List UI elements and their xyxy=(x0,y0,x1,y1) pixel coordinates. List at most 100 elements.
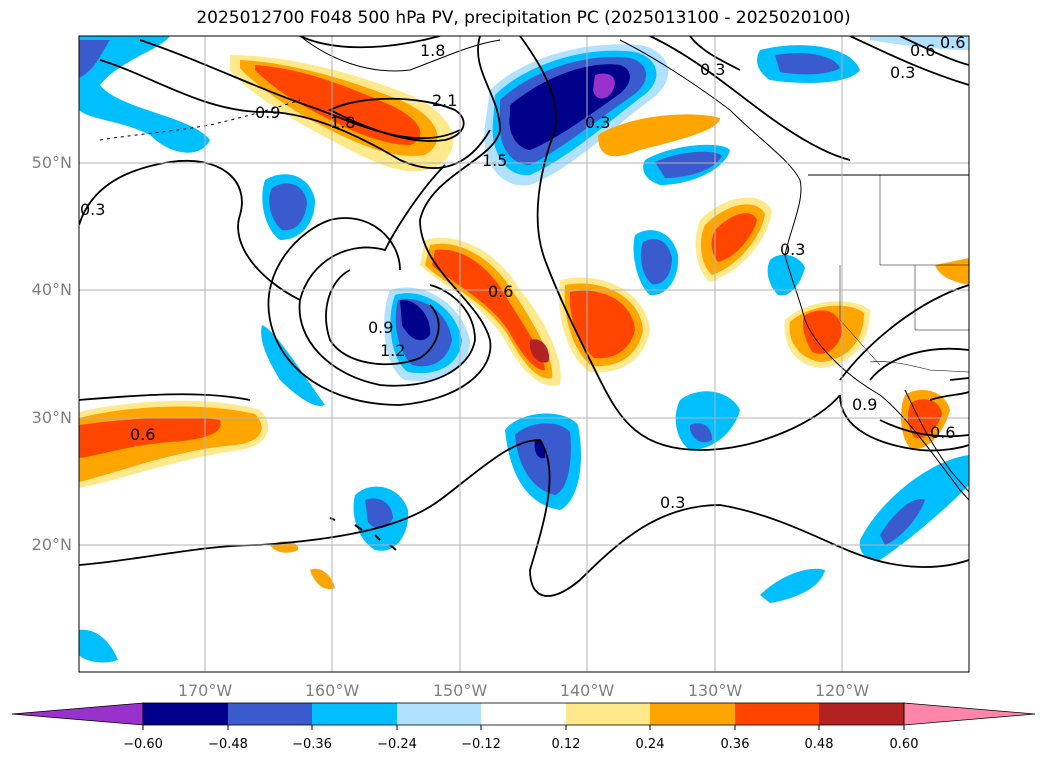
colorbar-bin xyxy=(228,703,312,725)
contour-0.6-se xyxy=(869,347,969,438)
shading-positive-i-2 xyxy=(907,399,942,439)
colorbar-extend-high xyxy=(903,702,1036,726)
contour-0.6-east xyxy=(519,36,841,451)
colorbar-tick-label: −0.60 xyxy=(123,737,163,752)
colorbar-tick-label: −0.48 xyxy=(208,737,248,752)
lat-label-40n: 40°N xyxy=(31,280,72,299)
shading-negative-central-4 xyxy=(400,299,431,341)
coastline-nw-america xyxy=(619,39,969,501)
lat-label-30n: 30°N xyxy=(31,408,72,427)
shading-negative-f-2 xyxy=(690,423,712,443)
contour-0.3-mid xyxy=(649,36,851,161)
contour-0.3-south xyxy=(79,439,969,597)
colorbar-bin xyxy=(481,703,566,725)
colorbar-tick-label: 0.36 xyxy=(720,737,750,752)
lon-label-120w: 120°W xyxy=(814,681,870,700)
colorbar-bin xyxy=(143,703,228,725)
contour-label: 0.6 xyxy=(910,41,935,60)
lat-label-50n: 50°N xyxy=(31,153,72,172)
map-frame xyxy=(78,35,970,673)
contour-label: 1.5 xyxy=(482,151,507,170)
lon-label-160w: 160°W xyxy=(304,681,360,700)
shading-positive-centre-4 xyxy=(529,339,550,363)
state-border-2 xyxy=(914,265,969,331)
shading-negative-topright-3 xyxy=(870,36,969,50)
contour-0.3-se xyxy=(929,377,969,401)
colorbar-tick-label: −0.24 xyxy=(377,737,417,752)
shading-negative-k xyxy=(79,629,118,663)
contour-big-trough-2 xyxy=(298,164,476,387)
border-us-mexico xyxy=(869,361,969,373)
contour-label: 0.6 xyxy=(930,423,955,442)
shading-positive-h-3 xyxy=(802,310,842,354)
shading-negative-j xyxy=(760,568,825,603)
contour-label: 0.9 xyxy=(852,395,877,414)
contour-1.8-b xyxy=(299,36,441,49)
gridlines xyxy=(79,36,969,672)
contour-label: 0.3 xyxy=(780,240,805,259)
shading-negative-topleft-2 xyxy=(79,40,110,78)
coastline-alaska xyxy=(299,36,501,72)
contour-0.3-ne xyxy=(849,36,969,86)
shading-negative-a-2 xyxy=(269,183,307,231)
contour-2.1 xyxy=(327,97,465,142)
lon-label-150w: 150°W xyxy=(432,681,488,700)
shading-positive-k-3 xyxy=(79,417,221,458)
lon-label-170w: 170°W xyxy=(177,681,233,700)
contour-1.8-a xyxy=(139,39,461,140)
contour-label: 0.9 xyxy=(255,103,280,122)
contour-label: 2.1 xyxy=(432,91,457,110)
shading-negative-topright-2 xyxy=(775,53,840,75)
colorbar-extend-low xyxy=(11,702,144,726)
colorbar-outline xyxy=(142,702,905,726)
colorbar-tick-label: 0.48 xyxy=(804,737,834,752)
shading-negative-f xyxy=(675,391,740,450)
colorbar-tick-label: 0.12 xyxy=(551,737,581,752)
colorbar-bin xyxy=(312,703,397,725)
contour-label: 0.9 xyxy=(368,318,393,337)
shading-positive-m xyxy=(310,568,335,590)
contour-big-trough-1 xyxy=(267,36,501,406)
lon-label-130w: 130°W xyxy=(687,681,743,700)
contour-0.3-west xyxy=(79,160,301,301)
contour-label: 0.3 xyxy=(585,113,610,132)
colorbar xyxy=(11,702,1036,730)
colorbar-tick-label: 0.60 xyxy=(889,737,919,752)
contour-0.9-a xyxy=(99,59,491,169)
shading-negative-topleft xyxy=(79,36,210,153)
lat-label-20n: 20°N xyxy=(31,535,72,554)
aleutians xyxy=(99,99,301,141)
pv-contours xyxy=(79,36,969,597)
contour-0.6-ne xyxy=(899,36,969,66)
shading-negative-goa-5 xyxy=(593,73,615,99)
shading-positive-e-3 xyxy=(569,290,635,359)
colorbar-bin xyxy=(650,703,735,725)
contour-label: 0.3 xyxy=(700,60,725,79)
shading-negative-d-2 xyxy=(655,151,722,178)
contour-label: 1.2 xyxy=(380,341,405,360)
contour-label: 0.3 xyxy=(890,63,915,82)
contour-labels: 1.8 2.1 0.9 1.8 1.5 0.3 0.3 0.6 0.9 0.6 … xyxy=(80,36,965,512)
lon-label-140w: 140°W xyxy=(559,681,615,700)
colorbar-bin xyxy=(819,703,904,725)
map-title: 2025012700 F048 500 hPa PV, precipitatio… xyxy=(196,8,851,28)
precip-shading xyxy=(79,36,969,663)
colorbar-tick-label: −0.12 xyxy=(461,737,501,752)
contour-big-trough-3 xyxy=(325,269,440,366)
shading-positive-f-3 xyxy=(711,213,757,262)
shading-negative-i-2 xyxy=(880,499,925,545)
map-area: 1.8 2.1 0.9 1.8 1.5 0.3 0.3 0.6 0.9 0.6 … xyxy=(79,36,969,672)
shading-positive-nw-inner xyxy=(255,65,421,145)
colorbar-tick-label: −0.36 xyxy=(292,737,332,752)
contour-label: 1.8 xyxy=(330,113,355,132)
contour-0.6-west xyxy=(79,393,251,401)
shading-negative-h-2 xyxy=(365,498,393,529)
contour-label: 0.3 xyxy=(660,493,685,512)
contour-label: 0.6 xyxy=(488,282,513,301)
contour-label: 1.8 xyxy=(420,41,445,60)
shading-positive-g xyxy=(598,114,720,157)
contour-label: 0.6 xyxy=(130,425,155,444)
shading-negative-e xyxy=(767,254,805,296)
state-border-1 xyxy=(879,175,969,266)
